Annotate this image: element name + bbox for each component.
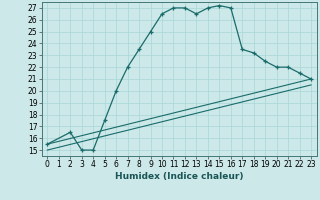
X-axis label: Humidex (Indice chaleur): Humidex (Indice chaleur) xyxy=(115,172,244,181)
